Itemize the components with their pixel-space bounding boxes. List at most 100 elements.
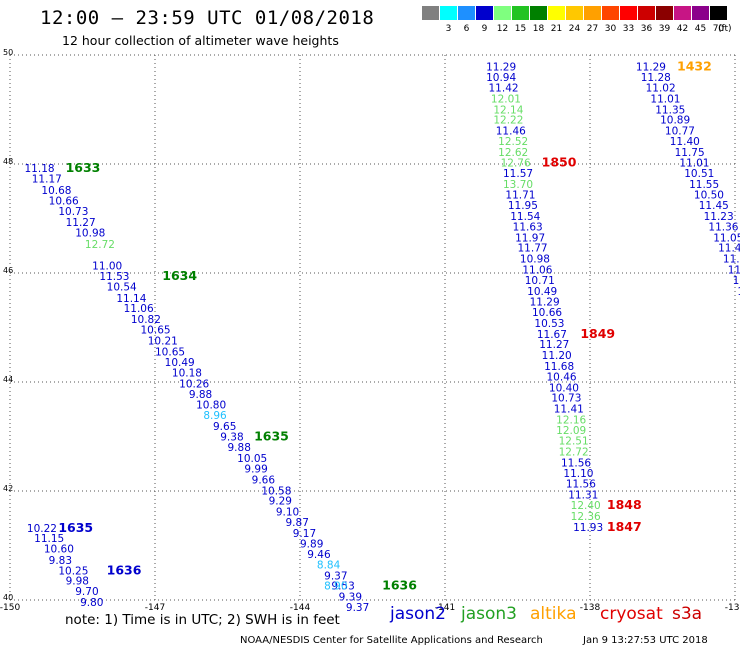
swh-value: 12.01: [491, 93, 521, 105]
x-tick-label: -150: [0, 603, 20, 613]
pass-time-label: 1850: [542, 155, 577, 170]
swh-value: 11.06: [124, 303, 154, 315]
swh-value: 10.68: [41, 185, 71, 197]
scale-swatch: [530, 6, 547, 20]
x-tick-label: -135: [725, 603, 740, 613]
swh-value: 10.77: [665, 126, 695, 138]
scale-label: 24: [568, 24, 581, 34]
swh-value: 10.51: [684, 168, 714, 180]
swh-value: 10.05: [237, 453, 267, 465]
y-tick-label: 50: [3, 48, 13, 57]
scale-label: 3: [445, 24, 452, 34]
swh-value: 11.56: [561, 457, 591, 469]
swh-value: 11.97: [515, 232, 545, 244]
scale-swatch: [512, 6, 529, 20]
swh-value: 9.37: [346, 602, 369, 614]
swh-value: 10.58: [261, 485, 291, 497]
y-tick-label: 42: [3, 484, 13, 493]
swh-value: 9.10: [276, 507, 299, 519]
swh-value: 10.98: [520, 254, 550, 266]
swh-value: 10.22: [27, 523, 57, 535]
scale-label: 27: [586, 24, 599, 34]
scale-swatch: [656, 6, 673, 20]
swh-value: 12.40: [571, 500, 601, 512]
swh-value: 12.51: [559, 436, 589, 448]
pass-time-label: 1634: [162, 268, 197, 283]
scale-label: 9: [481, 24, 488, 34]
swh-value: 9.87: [286, 517, 309, 529]
scale-swatch: [566, 6, 583, 20]
axis-ticks: -150 -147 -144 -141 -138 -135 40 42 44 46 48 50: [0, 48, 740, 613]
swh-value: 12.16: [556, 414, 586, 426]
swh-value: 12.76: [501, 158, 531, 170]
scale-swatch: [620, 6, 637, 20]
swh-value: 11.36: [708, 221, 738, 233]
swh-value: 10.21: [148, 335, 178, 347]
legend-item: altika: [530, 604, 577, 624]
swh-value: 9.89: [300, 539, 323, 551]
swh-value: 11.06: [522, 265, 552, 277]
swh-value: 10.49: [527, 286, 557, 298]
swh-value: 11.31: [568, 490, 598, 502]
swh-value: 8.96: [203, 410, 227, 422]
pass-time-label: 1432: [677, 58, 712, 73]
swh-value: 11.29: [636, 61, 666, 73]
scale-swatch: [584, 6, 601, 20]
chart-title: 12:00 – 23:59 UTC 01/08/2018: [40, 7, 375, 29]
swh-value: 10.46: [547, 371, 577, 383]
swh-value: 9.88: [228, 442, 251, 454]
swh-value: 11.29: [486, 61, 516, 73]
scale-label: 12: [496, 24, 509, 34]
swh-value: 11.05: [713, 232, 740, 244]
scale-label: 15: [514, 24, 527, 34]
swh-value: 10.66: [49, 195, 79, 207]
swh-value: 11.00: [92, 261, 122, 273]
pass-time-label: 1635: [58, 520, 93, 535]
swh-value: 11.14: [116, 293, 146, 305]
swh-value: 11.54: [510, 211, 540, 223]
swh-value: 12.00: [733, 275, 740, 287]
swh-value: 8.84: [317, 559, 341, 571]
swh-value: 9.46: [307, 549, 331, 561]
grid-lines: [9, 54, 736, 601]
swh-value: 9.99: [244, 463, 267, 475]
swh-value: 9.66: [252, 474, 276, 486]
x-tick-label: -138: [580, 603, 601, 613]
scale-swatch: [476, 6, 493, 20]
swh-value: 11.20: [542, 350, 572, 362]
swh-value: 11.46: [718, 243, 740, 255]
swh-value: 9.38: [220, 431, 243, 443]
swh-value: 11.46: [496, 126, 526, 138]
swh-value: 11.71: [505, 189, 535, 201]
swh-value: 12.22: [493, 115, 523, 127]
swh-value: 11.15: [34, 533, 64, 545]
scale-label: 70: [712, 24, 725, 34]
swh-value: 10.89: [660, 115, 690, 127]
swh-value: 10.94: [486, 72, 516, 84]
swh-value: 10.71: [525, 275, 555, 287]
data-points: 11.1811.1710.6810.6610.7311.2710.9811.00…: [25, 61, 740, 614]
scale-label: 45: [694, 24, 707, 34]
swh-value: 11.17: [32, 174, 62, 186]
legend-item: jason3: [461, 604, 517, 624]
swh-value: 9.80: [80, 597, 103, 609]
pass-time-label: 1636: [382, 578, 417, 593]
swh-value: 12.14: [493, 104, 523, 116]
pass-time-label: 1636: [107, 562, 142, 577]
swh-value: 10.82: [131, 314, 161, 326]
swh-value: 8.90: [324, 581, 347, 593]
y-tick-label: 46: [3, 266, 13, 275]
swh-value: 12.72: [85, 239, 115, 251]
swh-value: 11.68: [544, 361, 574, 373]
swh-value: 12.36: [571, 511, 601, 523]
scale-label: 30: [604, 24, 617, 34]
y-tick-label: 44: [3, 375, 13, 384]
swh-value: 9.83: [49, 555, 72, 567]
y-tick-label: 40: [3, 593, 13, 602]
swh-value: 11.63: [513, 221, 543, 233]
swh-value: 11.01: [679, 158, 709, 170]
swh-value: 10.65: [141, 324, 171, 336]
swh-value: 10.66: [532, 307, 562, 319]
scale-swatch: [674, 6, 691, 20]
